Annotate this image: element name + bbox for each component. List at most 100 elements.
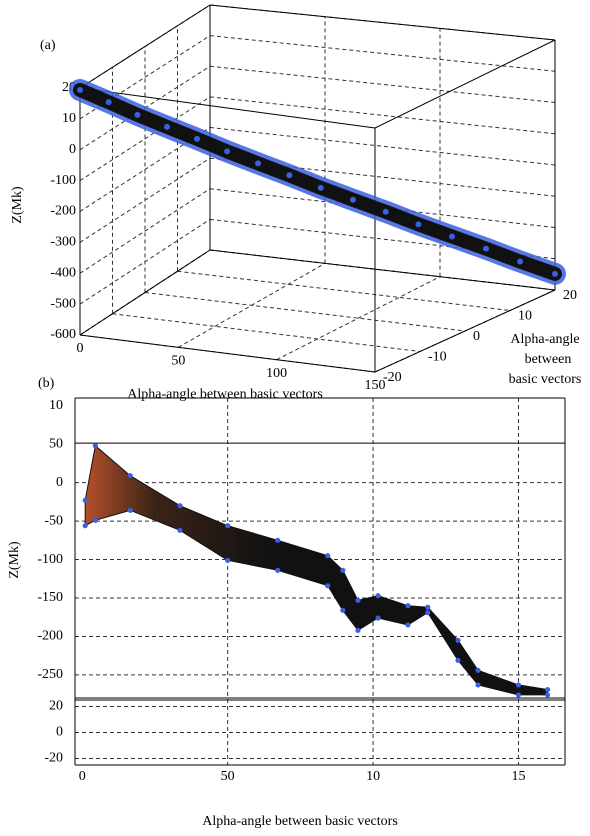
z-tick-label: -200 — [50, 204, 76, 219]
box-edge — [79, 334, 376, 373]
y-axis-label: basic vectors — [509, 372, 582, 387]
point — [515, 682, 522, 688]
box-edge — [374, 289, 556, 373]
grid-line — [144, 292, 466, 332]
point — [544, 692, 551, 698]
point — [82, 497, 88, 503]
z-tick-label: 10 — [62, 111, 76, 126]
grid-line — [209, 127, 556, 166]
point — [340, 607, 346, 613]
point — [350, 196, 356, 203]
grid-line — [209, 65, 556, 103]
box-edge — [209, 249, 556, 291]
point — [134, 111, 141, 118]
grid-line — [79, 96, 211, 182]
y2-tick-label: 20 — [49, 699, 63, 714]
point — [340, 567, 346, 573]
point — [127, 507, 133, 513]
point — [483, 245, 490, 252]
panel-label: (b) — [38, 376, 55, 391]
point — [177, 527, 183, 533]
point — [405, 603, 411, 609]
point — [194, 135, 201, 142]
point — [224, 148, 231, 155]
box-edge — [374, 39, 556, 129]
x-tick-label: 0 — [79, 769, 86, 784]
x-tick-label: 150 — [365, 378, 386, 393]
point — [325, 553, 331, 559]
z-tick-label: -400 — [50, 265, 76, 280]
point — [355, 597, 361, 603]
point — [517, 258, 524, 265]
y-tick-label: 50 — [49, 436, 63, 451]
y-tick-label: 20 — [563, 288, 577, 303]
y-tick-label: 0 — [473, 329, 480, 344]
x-axis-label: Alpha-angle between basic vectors — [127, 387, 323, 402]
point — [77, 86, 83, 93]
x-tick-label: 100 — [266, 366, 287, 381]
panel-label: (a) — [40, 38, 56, 53]
y-tick-label: -150 — [37, 590, 63, 605]
z-tick-label: 0 — [69, 142, 76, 157]
y-tick-label: -200 — [37, 629, 63, 644]
y-tick-label: 0 — [56, 475, 63, 490]
y-axis-label: Z(Mk) — [7, 541, 22, 579]
point — [105, 99, 112, 106]
point — [275, 567, 281, 573]
point — [455, 637, 461, 643]
point — [177, 503, 183, 509]
grid-line — [209, 188, 556, 228]
y-tick-label: 10 — [49, 398, 63, 413]
point — [325, 583, 331, 589]
grid-line — [209, 35, 556, 72]
point — [355, 627, 361, 633]
box-edge — [209, 4, 556, 41]
surface-core — [73, 82, 562, 281]
point — [92, 517, 98, 523]
point — [225, 523, 231, 529]
z-tick-label: -300 — [50, 235, 76, 250]
z-tick-label: -100 — [50, 173, 76, 188]
box-edge — [79, 249, 211, 336]
grid-line — [209, 96, 556, 135]
point — [255, 160, 261, 167]
z-axis-label: Z(Mk) — [10, 186, 25, 224]
point — [425, 610, 431, 616]
x-axis-label: Alpha-angle between basic vectors — [202, 814, 398, 829]
box-edge — [79, 4, 211, 89]
point — [286, 172, 293, 179]
y-tick-label: -50 — [44, 513, 63, 528]
y-tick-label: -100 — [37, 552, 63, 567]
box-edge — [79, 87, 376, 129]
point — [544, 686, 551, 693]
point — [317, 184, 324, 191]
x-tick-label: 15 — [511, 769, 525, 784]
point — [449, 233, 455, 240]
point — [92, 443, 98, 449]
grid-line — [112, 313, 421, 352]
grid-line — [79, 188, 211, 274]
point — [164, 123, 170, 130]
point — [375, 593, 381, 599]
x-tick-label: 50 — [221, 769, 235, 784]
point — [275, 537, 281, 543]
y-tick-label: -250 — [37, 667, 63, 682]
point — [382, 208, 389, 215]
point — [475, 667, 481, 673]
point — [405, 622, 411, 628]
grid-line — [79, 35, 211, 120]
y-axis-label: between — [525, 352, 572, 367]
point — [127, 473, 133, 479]
y2-tick-label: 0 — [56, 725, 63, 740]
point — [552, 270, 558, 277]
point — [415, 221, 422, 228]
y2-tick-label: -20 — [44, 751, 63, 766]
point — [82, 523, 88, 529]
x-tick-label: 10 — [366, 769, 380, 784]
point — [475, 682, 481, 688]
point — [375, 615, 381, 621]
y-tick-label: -10 — [428, 350, 447, 365]
y-tick-label: 10 — [518, 309, 532, 324]
y-tick-label: -20 — [383, 370, 402, 385]
